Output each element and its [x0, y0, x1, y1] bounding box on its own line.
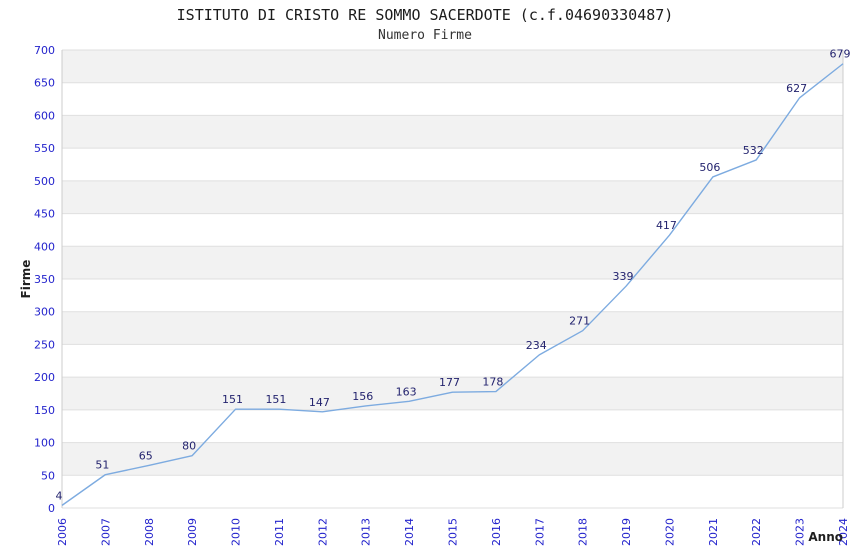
data-point-label: 151	[265, 393, 286, 406]
data-line	[61, 63, 844, 506]
x-tick-label: 2017	[533, 518, 546, 546]
y-tick-label: 300	[34, 306, 55, 319]
y-tick-label: 550	[34, 142, 55, 155]
plot-band	[62, 246, 843, 279]
x-tick-label: 2009	[186, 518, 199, 546]
data-point-label: 506	[699, 161, 720, 174]
x-tick-label: 2021	[707, 518, 720, 546]
data-point-label: 65	[139, 449, 153, 462]
data-point-label: 234	[526, 339, 547, 352]
x-tick-label: 2013	[360, 518, 373, 546]
y-axis-title: Firme	[19, 260, 33, 299]
y-tick-label: 500	[34, 175, 55, 188]
x-tick-label: 2008	[143, 518, 156, 546]
data-point-label: 178	[482, 376, 503, 389]
plot-band	[62, 180, 843, 214]
x-tick-label: 2006	[56, 518, 69, 546]
plot-band	[62, 377, 843, 410]
x-tick-label: 2012	[316, 518, 329, 546]
data-point-label: 163	[396, 385, 417, 398]
y-tick-label: 150	[34, 404, 55, 417]
x-tick-label: 2020	[663, 518, 676, 546]
plot-band	[62, 115, 843, 149]
data-point-label: 177	[439, 376, 460, 389]
chart-title: ISTITUTO DI CRISTO RE SOMMO SACERDOTE (c…	[176, 6, 674, 24]
y-tick-label: 700	[34, 44, 55, 57]
data-point-label: 4	[56, 489, 63, 502]
data-point-label: 271	[569, 315, 590, 328]
x-tick-label: 2019	[620, 518, 633, 546]
x-axis-title: Anno	[808, 530, 843, 544]
data-point-label: 156	[352, 390, 373, 403]
y-tick-label: 200	[34, 371, 55, 384]
data-point-label: 151	[222, 393, 243, 406]
x-tick-label: 2007	[99, 518, 112, 546]
x-tick-label: 2011	[273, 518, 286, 546]
x-tick-label: 2024	[837, 518, 850, 546]
y-tick-label: 450	[34, 208, 55, 221]
plot-band	[62, 50, 843, 83]
y-tick-label: 650	[34, 77, 55, 90]
y-tick-label: 100	[34, 437, 55, 450]
data-point-label: 679	[830, 48, 850, 61]
data-point-label: 532	[743, 144, 764, 157]
chart-subtitle: Numero Firme	[378, 28, 472, 43]
x-tick-label: 2015	[447, 518, 460, 546]
y-tick-label: 50	[41, 469, 55, 482]
plot-band	[62, 442, 843, 476]
x-tick-label: 2016	[490, 518, 503, 546]
x-tick-label: 2010	[230, 518, 243, 546]
data-point-label: 417	[656, 219, 677, 232]
data-point-label: 339	[613, 270, 634, 283]
y-tick-label: 250	[34, 338, 55, 351]
y-tick-label: 350	[34, 273, 55, 286]
x-tick-label: 2023	[794, 518, 807, 546]
data-point-label: 80	[182, 440, 196, 453]
data-point-label: 147	[309, 396, 330, 409]
data-point-label: 51	[95, 459, 109, 472]
y-tick-label: 600	[34, 109, 55, 122]
plot-band	[62, 311, 843, 345]
data-point-label: 627	[786, 82, 807, 95]
y-tick-label: 400	[34, 240, 55, 253]
x-tick-label: 2022	[750, 518, 763, 546]
y-tick-label: 0	[48, 502, 55, 515]
x-tick-label: 2014	[403, 518, 416, 546]
x-tick-label: 2018	[577, 518, 590, 546]
